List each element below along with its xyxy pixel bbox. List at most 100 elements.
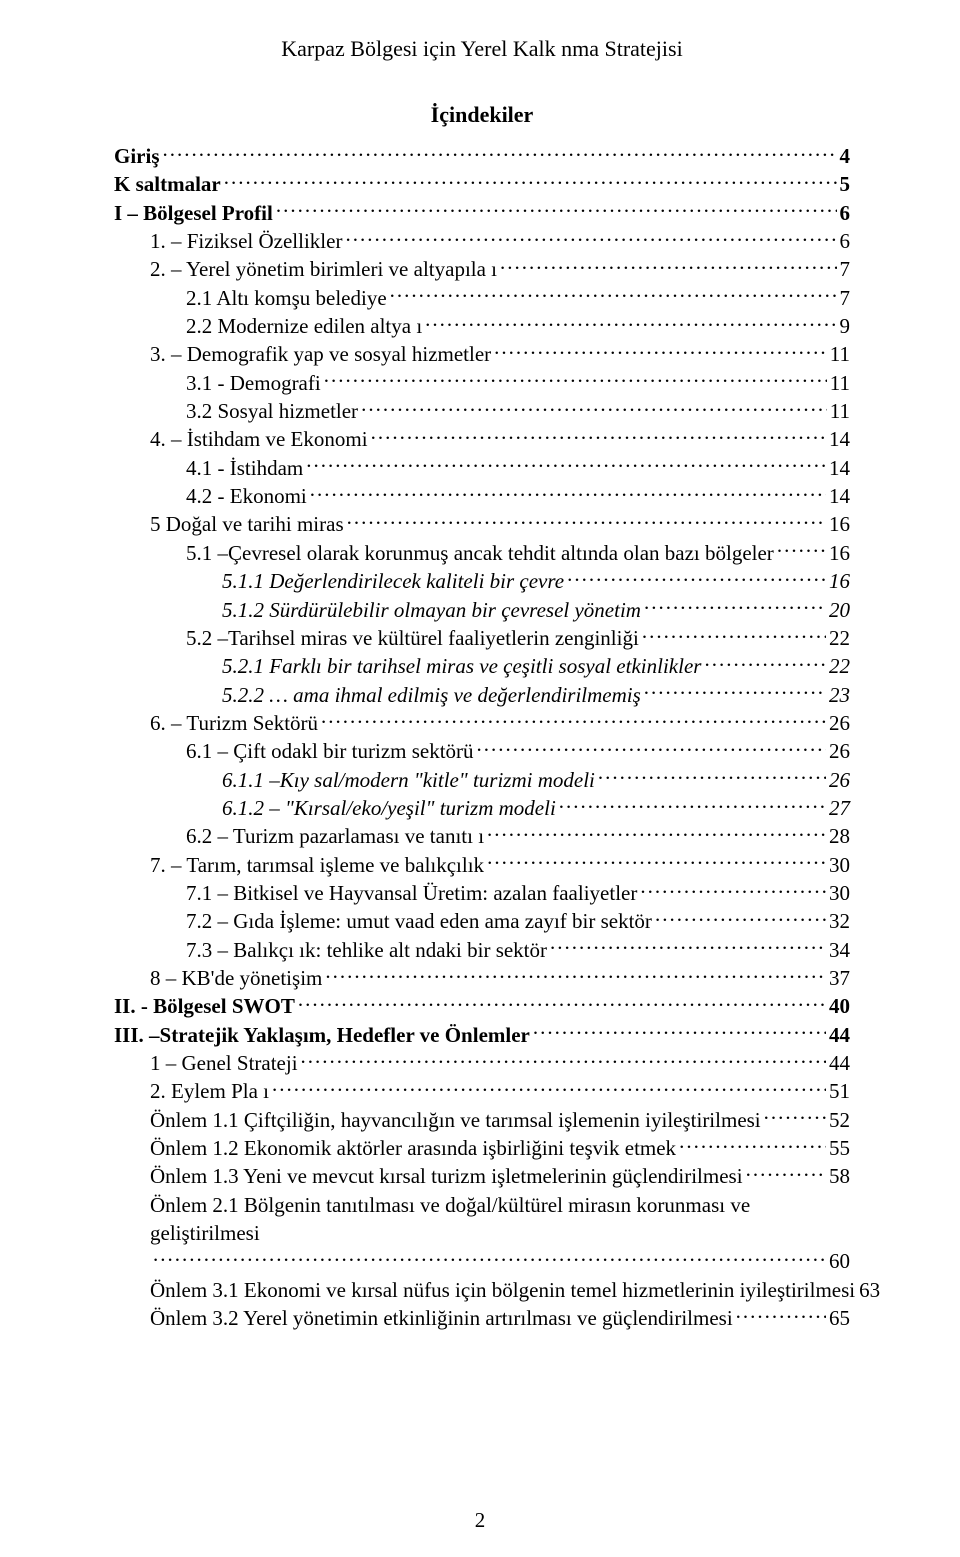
toc-entry-page: 44: [829, 1049, 850, 1077]
toc-entry-page: 11: [830, 369, 850, 397]
page-number: 2: [0, 1508, 960, 1533]
toc-entry: III. –Stratejik Yaklaşım, Hedefler ve Ön…: [114, 1021, 850, 1049]
toc-entry-page: 4: [840, 142, 851, 170]
toc-entry-label: 2. – Yerel yönetim birimleri ve altyapıl…: [150, 255, 497, 283]
toc-entry-page: 51: [829, 1077, 850, 1105]
toc-leaders: [163, 142, 837, 163]
toc-leaders: [655, 907, 826, 928]
toc-leaders: [298, 992, 826, 1013]
toc-leaders: [477, 737, 826, 758]
toc-entry: 7.1 – Bitkisel ve Hayvansal Üretim: azal…: [114, 879, 850, 907]
toc-entry-page: 11: [830, 397, 850, 425]
toc-entry-page: 16: [829, 510, 850, 538]
toc-entry: 5.1.1 Değerlendirilecek kaliteli bir çev…: [114, 567, 850, 595]
toc-leaders: [500, 255, 836, 276]
toc-entry: 6.2 – Turizm pazarlaması ve tanıtı ı 28: [114, 822, 850, 850]
toc-entry-label: 6.1.1 –Kıy sal/modern "kitle" turizmi mo…: [222, 766, 595, 794]
toc-entry-page: 65: [829, 1304, 850, 1332]
toc-entry-page: 28: [829, 822, 850, 850]
toc-entry: K saltmalar 5: [114, 170, 850, 198]
toc-entry-tail: 60: [114, 1247, 850, 1275]
toc-entry: 3. – Demografik yap ve sosyal hizmetler …: [114, 340, 850, 368]
toc-entry-page: 32: [829, 907, 850, 935]
toc-entry: 4.1 - İstihdam 14: [114, 454, 850, 482]
toc-entry: Önlem 1.1 Çiftçiliğin, hayvancılığın ve …: [114, 1106, 850, 1134]
toc-entry: 7.2 – Gıda İşleme: umut vaad eden ama za…: [114, 907, 850, 935]
toc-entry-label: 3.2 Sosyal hizmetler: [186, 397, 358, 425]
toc-leaders: [642, 624, 826, 645]
toc-entry: 6.1.1 –Kıy sal/modern "kitle" turizmi mo…: [114, 766, 850, 794]
toc-entry: I – Bölgesel Profil 6: [114, 199, 850, 227]
toc-leaders: [494, 340, 827, 361]
toc-leaders: [301, 1049, 826, 1070]
toc-entry-label: 4.1 - İstihdam: [186, 454, 303, 482]
toc-leaders: [425, 312, 836, 333]
toc-list: Giriş 4K saltmalar 5I – Bölgesel Profil …: [114, 142, 850, 1332]
toc-leaders: [644, 596, 826, 617]
toc-entry: Önlem 1.2 Ekonomik aktörler arasında işb…: [114, 1134, 850, 1162]
toc-entry-label: Giriş: [114, 142, 160, 170]
toc-leaders: [345, 227, 836, 248]
toc-entry: 6. – Turizm Sektörü 26: [114, 709, 850, 737]
toc-entry-page: 26: [829, 737, 850, 765]
toc-entry-label: 7.2 – Gıda İşleme: umut vaad eden ama za…: [186, 907, 652, 935]
toc-entry-label: Önlem 1.2 Ekonomik aktörler arasında işb…: [150, 1134, 676, 1162]
toc-leaders: [550, 936, 826, 957]
toc-entry-label: K saltmalar: [114, 170, 221, 198]
toc-entry-label: 2.1 Altı komşu belediye: [186, 284, 387, 312]
toc-entry: 2.1 Altı komşu belediye 7: [114, 284, 850, 312]
toc-entry-label: 6. – Turizm Sektörü: [150, 709, 318, 737]
toc-entry-label: 2.2 Modernize edilen altya ı: [186, 312, 422, 340]
toc-leaders: [272, 1077, 826, 1098]
toc-entry-page: 30: [829, 879, 850, 907]
toc-leaders: [533, 1021, 826, 1042]
toc-leaders: [764, 1106, 826, 1127]
toc-entry-label: 3.1 - Demografi: [186, 369, 321, 397]
toc-entry: 5.2.2 … ama ihmal edilmiş ve değerlendir…: [114, 681, 850, 709]
toc-entry-page: 20: [829, 596, 850, 624]
toc-entry-page: 9: [840, 312, 851, 340]
toc-entry-page: 26: [829, 766, 850, 794]
toc-entry: 5.1.2 Sürdürülebilir olmayan bir çevrese…: [114, 596, 850, 624]
toc-entry-page: 7: [840, 284, 851, 312]
toc-leaders: [746, 1162, 826, 1183]
toc-entry-page: 34: [829, 936, 850, 964]
toc-entry: Giriş 4: [114, 142, 850, 170]
toc-entry-page: 22: [829, 652, 850, 680]
toc-entry: 8 – KB'de yönetişim 37: [114, 964, 850, 992]
toc-entry: 2.2 Modernize edilen altya ı 9: [114, 312, 850, 340]
toc-leaders: [704, 652, 826, 673]
toc-entry-page: 40: [829, 992, 850, 1020]
toc-entry-label: Önlem 1.3 Yeni ve mevcut kırsal turizm i…: [150, 1162, 743, 1190]
toc-leaders: [324, 369, 827, 390]
toc-entry-label: 5.2 –Tarihsel miras ve kültürel faaliyet…: [186, 624, 639, 652]
toc-entry: 1. – Fiziksel Özellikler 6: [114, 227, 850, 255]
toc-entry-label: 7.1 – Bitkisel ve Hayvansal Üretim: azal…: [186, 879, 637, 907]
toc-entry-label: Önlem 1.1 Çiftçiliğin, hayvancılığın ve …: [150, 1106, 761, 1134]
toc-entry-label: 6.2 – Turizm pazarlaması ve tanıtı ı: [186, 822, 484, 850]
toc-entry-label: 5.1.2 Sürdürülebilir olmayan bir çevrese…: [222, 596, 641, 624]
toc-entry-page: 55: [829, 1134, 850, 1162]
toc-leaders: [679, 1134, 826, 1155]
toc-leaders: [325, 964, 826, 985]
toc-entry-label: II. - Bölgesel SWOT: [114, 992, 295, 1020]
toc-leaders: [559, 794, 826, 815]
toc-leaders: [567, 567, 826, 588]
toc-entry-page: 37: [829, 964, 850, 992]
toc-leaders: [321, 709, 826, 730]
toc-title: İçindekiler: [114, 102, 850, 128]
toc-leaders: [347, 510, 826, 531]
toc-entry-page: 63: [859, 1276, 880, 1304]
toc-entry-page: 16: [829, 567, 850, 595]
toc-entry-page: 11: [830, 340, 850, 368]
toc-leaders: [276, 199, 837, 220]
toc-entry-label: 8 – KB'de yönetişim: [150, 964, 322, 992]
toc-entry-page: 30: [829, 851, 850, 879]
toc-entry-label: Önlem 2.1 Bölgenin tanıtılması ve doğal/…: [114, 1191, 850, 1248]
toc-entry-page: 58: [829, 1162, 850, 1190]
toc-entry: Önlem 3.2 Yerel yönetimin etkinliğinin a…: [114, 1304, 850, 1332]
toc-entry-label: 5.2.2 … ama ihmal edilmiş ve değerlendir…: [222, 681, 641, 709]
toc-entry-page: 14: [829, 482, 850, 510]
toc-entry-page: 14: [829, 454, 850, 482]
toc-entry: 7. – Tarım, tarımsal işleme ve balıkçılı…: [114, 851, 850, 879]
